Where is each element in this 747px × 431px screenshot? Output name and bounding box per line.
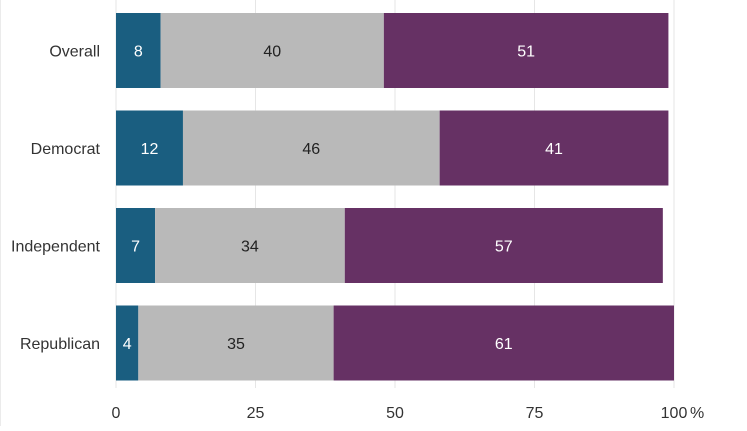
data-label-overall-segment-1: 8 (134, 44, 143, 61)
bar-republican-segment-2 (138, 305, 334, 381)
category-label-republican: Republican (20, 336, 100, 353)
x-tick-label-100: 100 (661, 405, 688, 422)
bar-independent-segment-1 (116, 208, 156, 283)
data-label-republican-segment-1: 4 (123, 336, 132, 353)
bar-republican-segment-3 (333, 305, 674, 381)
data-label-overall-segment-3: 51 (517, 44, 535, 61)
category-label-independent: Independent (11, 239, 101, 256)
bars: 8 40 51 12 46 41 7 34 57 4 35 61 (116, 13, 674, 381)
bar-overall-segment-1 (116, 13, 161, 88)
category-label-overall: Overall (49, 44, 100, 61)
x-tick-label-75: 75 (526, 405, 544, 422)
bar-democrat-segment-1 (116, 110, 183, 186)
bar-democrat-segment-2 (182, 110, 440, 186)
bar-independent-segment-2 (155, 208, 345, 283)
data-label-republican-segment-3: 61 (495, 336, 513, 353)
bar-independent-segment-3 (344, 208, 663, 283)
x-tick-label-50: 50 (386, 405, 404, 422)
x-axis-unit-label: % (690, 405, 704, 422)
bar-republican-segment-1 (116, 305, 139, 381)
data-label-democrat-segment-1: 12 (141, 141, 159, 158)
data-label-republican-segment-2: 35 (227, 336, 245, 353)
data-label-independent-segment-2: 34 (241, 239, 259, 256)
data-label-independent-segment-3: 57 (495, 239, 513, 256)
data-label-overall-segment-2: 40 (263, 44, 281, 61)
category-label-democrat: Democrat (31, 141, 101, 158)
x-tick-label-0: 0 (112, 405, 121, 422)
data-label-democrat-segment-3: 41 (545, 141, 563, 158)
x-axis-ticks: 0 25 50 75 100% (112, 405, 705, 422)
bar-democrat-segment-3 (439, 110, 669, 186)
bar-overall-segment-2 (160, 13, 384, 88)
x-tick-label-25: 25 (247, 405, 265, 422)
category-labels: Overall Democrat Independent Republican (11, 44, 101, 354)
data-label-independent-segment-1: 7 (131, 239, 140, 256)
data-label-democrat-segment-2: 46 (302, 141, 320, 158)
bar-overall-segment-3 (383, 13, 669, 88)
